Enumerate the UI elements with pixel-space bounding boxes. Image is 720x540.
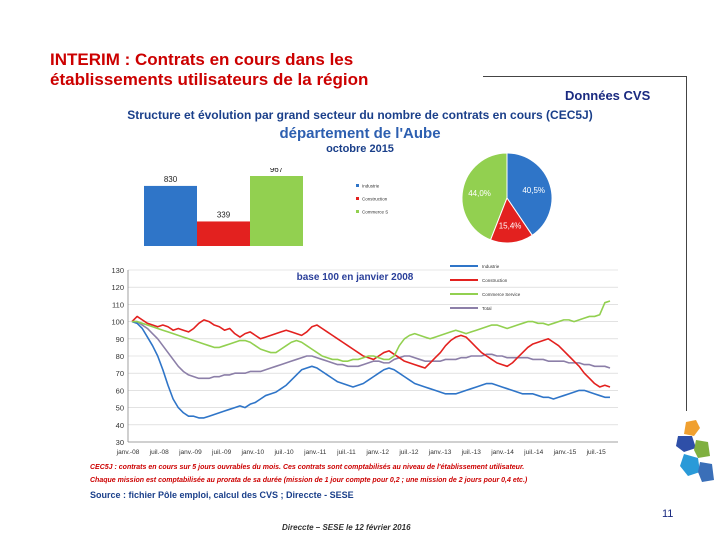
page-number: 11	[662, 508, 674, 520]
map-area-5	[698, 462, 714, 482]
y-tick-label: 100	[111, 318, 124, 327]
bar-chart: Industrie Construction Commerce Service 83…	[144, 168, 388, 246]
x-tick-label: janv.-14	[490, 449, 514, 456]
x-tick-label: janv.-13	[428, 449, 452, 456]
bar-2	[197, 221, 250, 246]
bar-legend: Industrie Construction Commerce Service	[356, 184, 388, 215]
figure-title: Structure et évolution par grand secteur…	[110, 108, 610, 155]
bar-legend-swatch	[356, 184, 359, 187]
x-tick-label: juil.-12	[398, 449, 419, 456]
region-map-icon	[676, 420, 714, 482]
data-type-tag: Données CVS	[565, 88, 651, 103]
line-legend-label: Construction	[482, 278, 508, 283]
y-tick-label: 130	[111, 266, 124, 275]
pie-slice-3	[461, 152, 508, 241]
map-area-1	[684, 420, 700, 436]
line-chart-title: base 100 en janvier 2008	[297, 272, 414, 283]
line-legend-label: Commerce Service	[482, 292, 521, 297]
y-tick-label: 30	[116, 438, 124, 447]
series-line-2	[131, 315, 611, 388]
pie-slice-2	[489, 196, 533, 244]
bar-value-label: 967	[270, 168, 284, 174]
map-area-3	[694, 440, 710, 458]
y-tick-label: 80	[116, 352, 124, 361]
bar-legend-label: Industrie	[362, 184, 380, 189]
y-tick-label: 50	[116, 404, 124, 413]
page-title: INTERIM : Contrats en cours dans les éta…	[50, 50, 430, 90]
pie-value-label: 40,5%	[522, 186, 545, 195]
map-area-2	[676, 436, 696, 452]
series-line-1	[131, 320, 610, 419]
bar-value-label: 339	[217, 210, 231, 219]
y-tick-label: 40	[116, 421, 124, 430]
line-legend-label: Total	[482, 306, 492, 311]
pie-slice-1	[506, 152, 553, 236]
line-chart: base 100 en janvier 2008 30 40 50 60 70 80 90 1…	[111, 262, 618, 456]
bar-value-label: 830	[164, 175, 178, 184]
header-divider	[483, 76, 687, 77]
x-tick-label: juil.-10	[273, 449, 294, 456]
x-tick-label: juil.-09	[211, 449, 232, 456]
source-note: Source : fichier Pôle emploi, calcul des…	[90, 490, 354, 500]
x-tick-label: juil.-15	[586, 449, 607, 456]
x-tick-label: juil.-13	[461, 449, 482, 456]
line-legend-label: Industrie	[482, 264, 500, 269]
bar-legend-swatch	[356, 197, 359, 200]
x-tick-label: juil.-11	[336, 449, 356, 456]
x-tick-label: janv.-10	[241, 449, 265, 456]
map-area-4	[680, 454, 700, 476]
y-tick-label: 60	[116, 386, 124, 395]
series-line-4	[132, 320, 611, 380]
note-prorata: Chaque mission est comptabilisée au pror…	[90, 477, 528, 484]
bar-legend-label: Commerce Service	[362, 210, 388, 215]
page-title-line1: INTERIM : Contrats en cours dans les	[50, 50, 354, 69]
pie-value-label: 44,0%	[468, 189, 491, 198]
figure-title-department: département de l'Aube	[279, 125, 441, 142]
right-divider	[686, 76, 687, 411]
y-tick-label: 120	[111, 283, 124, 292]
x-tick-label: janv.-12	[365, 449, 389, 456]
bar-3	[250, 176, 303, 246]
x-tick-label: juil.-14	[523, 449, 544, 456]
series-line-3	[132, 300, 611, 362]
figure-title-main: Structure et évolution par grand secteur…	[127, 108, 593, 122]
x-tick-label: janv.-11	[303, 449, 327, 456]
pie-chart: 44,0% 40,5% 15,4%	[461, 152, 553, 244]
bar-legend-label: Construction	[362, 197, 388, 202]
bar-legend-swatch	[356, 210, 359, 213]
note-cec5j: CEC5J : contrats en cours sur 5 jours ou…	[90, 464, 525, 471]
page-title-line2: établissements utilisateurs de la région	[50, 70, 369, 89]
x-tick-label: janv.-09	[178, 449, 202, 456]
y-tick-label: 70	[116, 369, 124, 378]
bar-1	[144, 185, 197, 246]
pie-value-label: 15,4%	[499, 222, 522, 231]
x-tick-label: janv.-15	[553, 449, 577, 456]
footer-text: Direccte – SESE le 12 février 2016	[282, 523, 411, 532]
x-tick-label: juil.-08	[149, 449, 170, 456]
y-tick-label: 110	[112, 300, 124, 309]
x-tick-label: janv.-08	[116, 449, 140, 456]
y-tick-label: 90	[116, 335, 124, 344]
figure-title-date: octobre 2015	[326, 143, 394, 155]
